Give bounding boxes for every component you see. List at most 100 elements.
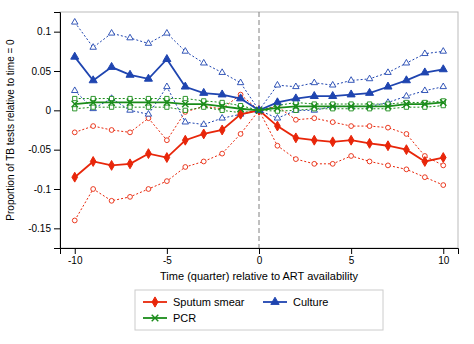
ci-point (91, 124, 96, 129)
series-point (218, 90, 226, 97)
series-point (126, 70, 134, 77)
ci-point (366, 75, 372, 81)
ci-point (91, 187, 96, 192)
tick: -0.15 (28, 223, 60, 234)
ci-point (274, 114, 280, 120)
ci-point (200, 59, 206, 65)
ci-point (90, 105, 96, 111)
ci-point (145, 40, 151, 46)
series-point (330, 137, 336, 147)
series-point (384, 82, 392, 89)
tick: 0 (257, 248, 263, 266)
series-point (293, 133, 299, 143)
series-point (293, 103, 299, 109)
legend-frame (135, 290, 383, 330)
tick-mark (54, 32, 60, 33)
ci-point (422, 175, 427, 180)
ci-point (440, 83, 446, 89)
series-point (237, 94, 245, 101)
ci-point (238, 132, 243, 137)
legend-label: Sputum smear (173, 296, 245, 308)
ci-point (367, 124, 372, 129)
ci-point (404, 167, 409, 172)
ci-point (182, 48, 188, 54)
tick-label: 0 (257, 255, 263, 266)
ci-point (219, 114, 225, 120)
series-point (330, 103, 336, 109)
ci-point (237, 79, 243, 85)
series-point (348, 103, 354, 109)
ci-point (220, 151, 225, 156)
series-point (311, 135, 317, 145)
ci-point (109, 105, 113, 109)
ci-point (293, 157, 298, 162)
series-point (145, 99, 151, 105)
ci-point (440, 48, 446, 54)
ci-point (164, 138, 169, 143)
series-point (182, 135, 188, 145)
legend-marker (152, 315, 159, 322)
series-point (90, 157, 96, 167)
x-axis-title: Time (quarter) relative to ART availabil… (160, 270, 358, 282)
ci-point (164, 30, 170, 36)
ci-point (183, 96, 187, 100)
legend-label: Culture (293, 296, 328, 308)
ci-point (73, 107, 77, 111)
series-point (275, 121, 281, 131)
series-point (440, 153, 446, 163)
ci-point (385, 69, 391, 75)
ci-point (312, 116, 317, 121)
series-point (201, 129, 207, 139)
ci-point (109, 128, 114, 133)
ci-point (128, 194, 133, 199)
series-point (90, 99, 96, 105)
ci-point (146, 187, 151, 192)
series-line (75, 57, 444, 110)
ci-point (441, 183, 446, 188)
ci-line (75, 22, 444, 110)
series-line (75, 102, 444, 110)
tick-mark (443, 248, 444, 254)
series-line (75, 110, 444, 177)
legend-marker (152, 297, 158, 307)
ci-point (164, 83, 170, 89)
ci-point (441, 163, 446, 168)
series-point (402, 76, 410, 83)
ci-point (182, 118, 188, 124)
series-point (146, 149, 152, 159)
series-point (164, 153, 170, 163)
series-point (219, 125, 225, 135)
ci-point (330, 161, 335, 166)
tick-label: -0.1 (34, 184, 52, 195)
tick-label: -0.15 (28, 223, 51, 234)
ci-point (219, 69, 225, 75)
series-point (404, 145, 410, 155)
y-axis: -0.15-0.1-0.0500.050.1 (28, 13, 60, 249)
tick-mark (54, 110, 60, 111)
tick-label: -10 (68, 255, 83, 266)
legend-item: Sputum smear (143, 296, 245, 308)
series-point (181, 82, 189, 89)
series-point (292, 94, 300, 101)
ci-point (109, 198, 114, 203)
tick: -0.05 (28, 144, 60, 155)
tick-label: 0.1 (37, 26, 51, 37)
series-point (422, 157, 428, 167)
ci-point (422, 87, 428, 93)
tick: -5 (163, 248, 172, 266)
series-point (109, 160, 115, 170)
series-point (72, 172, 78, 182)
ci-line (75, 87, 444, 125)
ci-point (311, 79, 317, 85)
ci-point (422, 50, 428, 56)
series-point (201, 101, 207, 107)
ci-point (128, 130, 133, 135)
ci-point (312, 161, 317, 166)
ci-point (275, 143, 280, 148)
series-point (311, 103, 317, 109)
legend-label: PCR (173, 312, 196, 324)
ci-point (329, 81, 335, 87)
ci-point (403, 92, 409, 98)
series-point (366, 88, 374, 95)
tick-mark (54, 71, 60, 72)
